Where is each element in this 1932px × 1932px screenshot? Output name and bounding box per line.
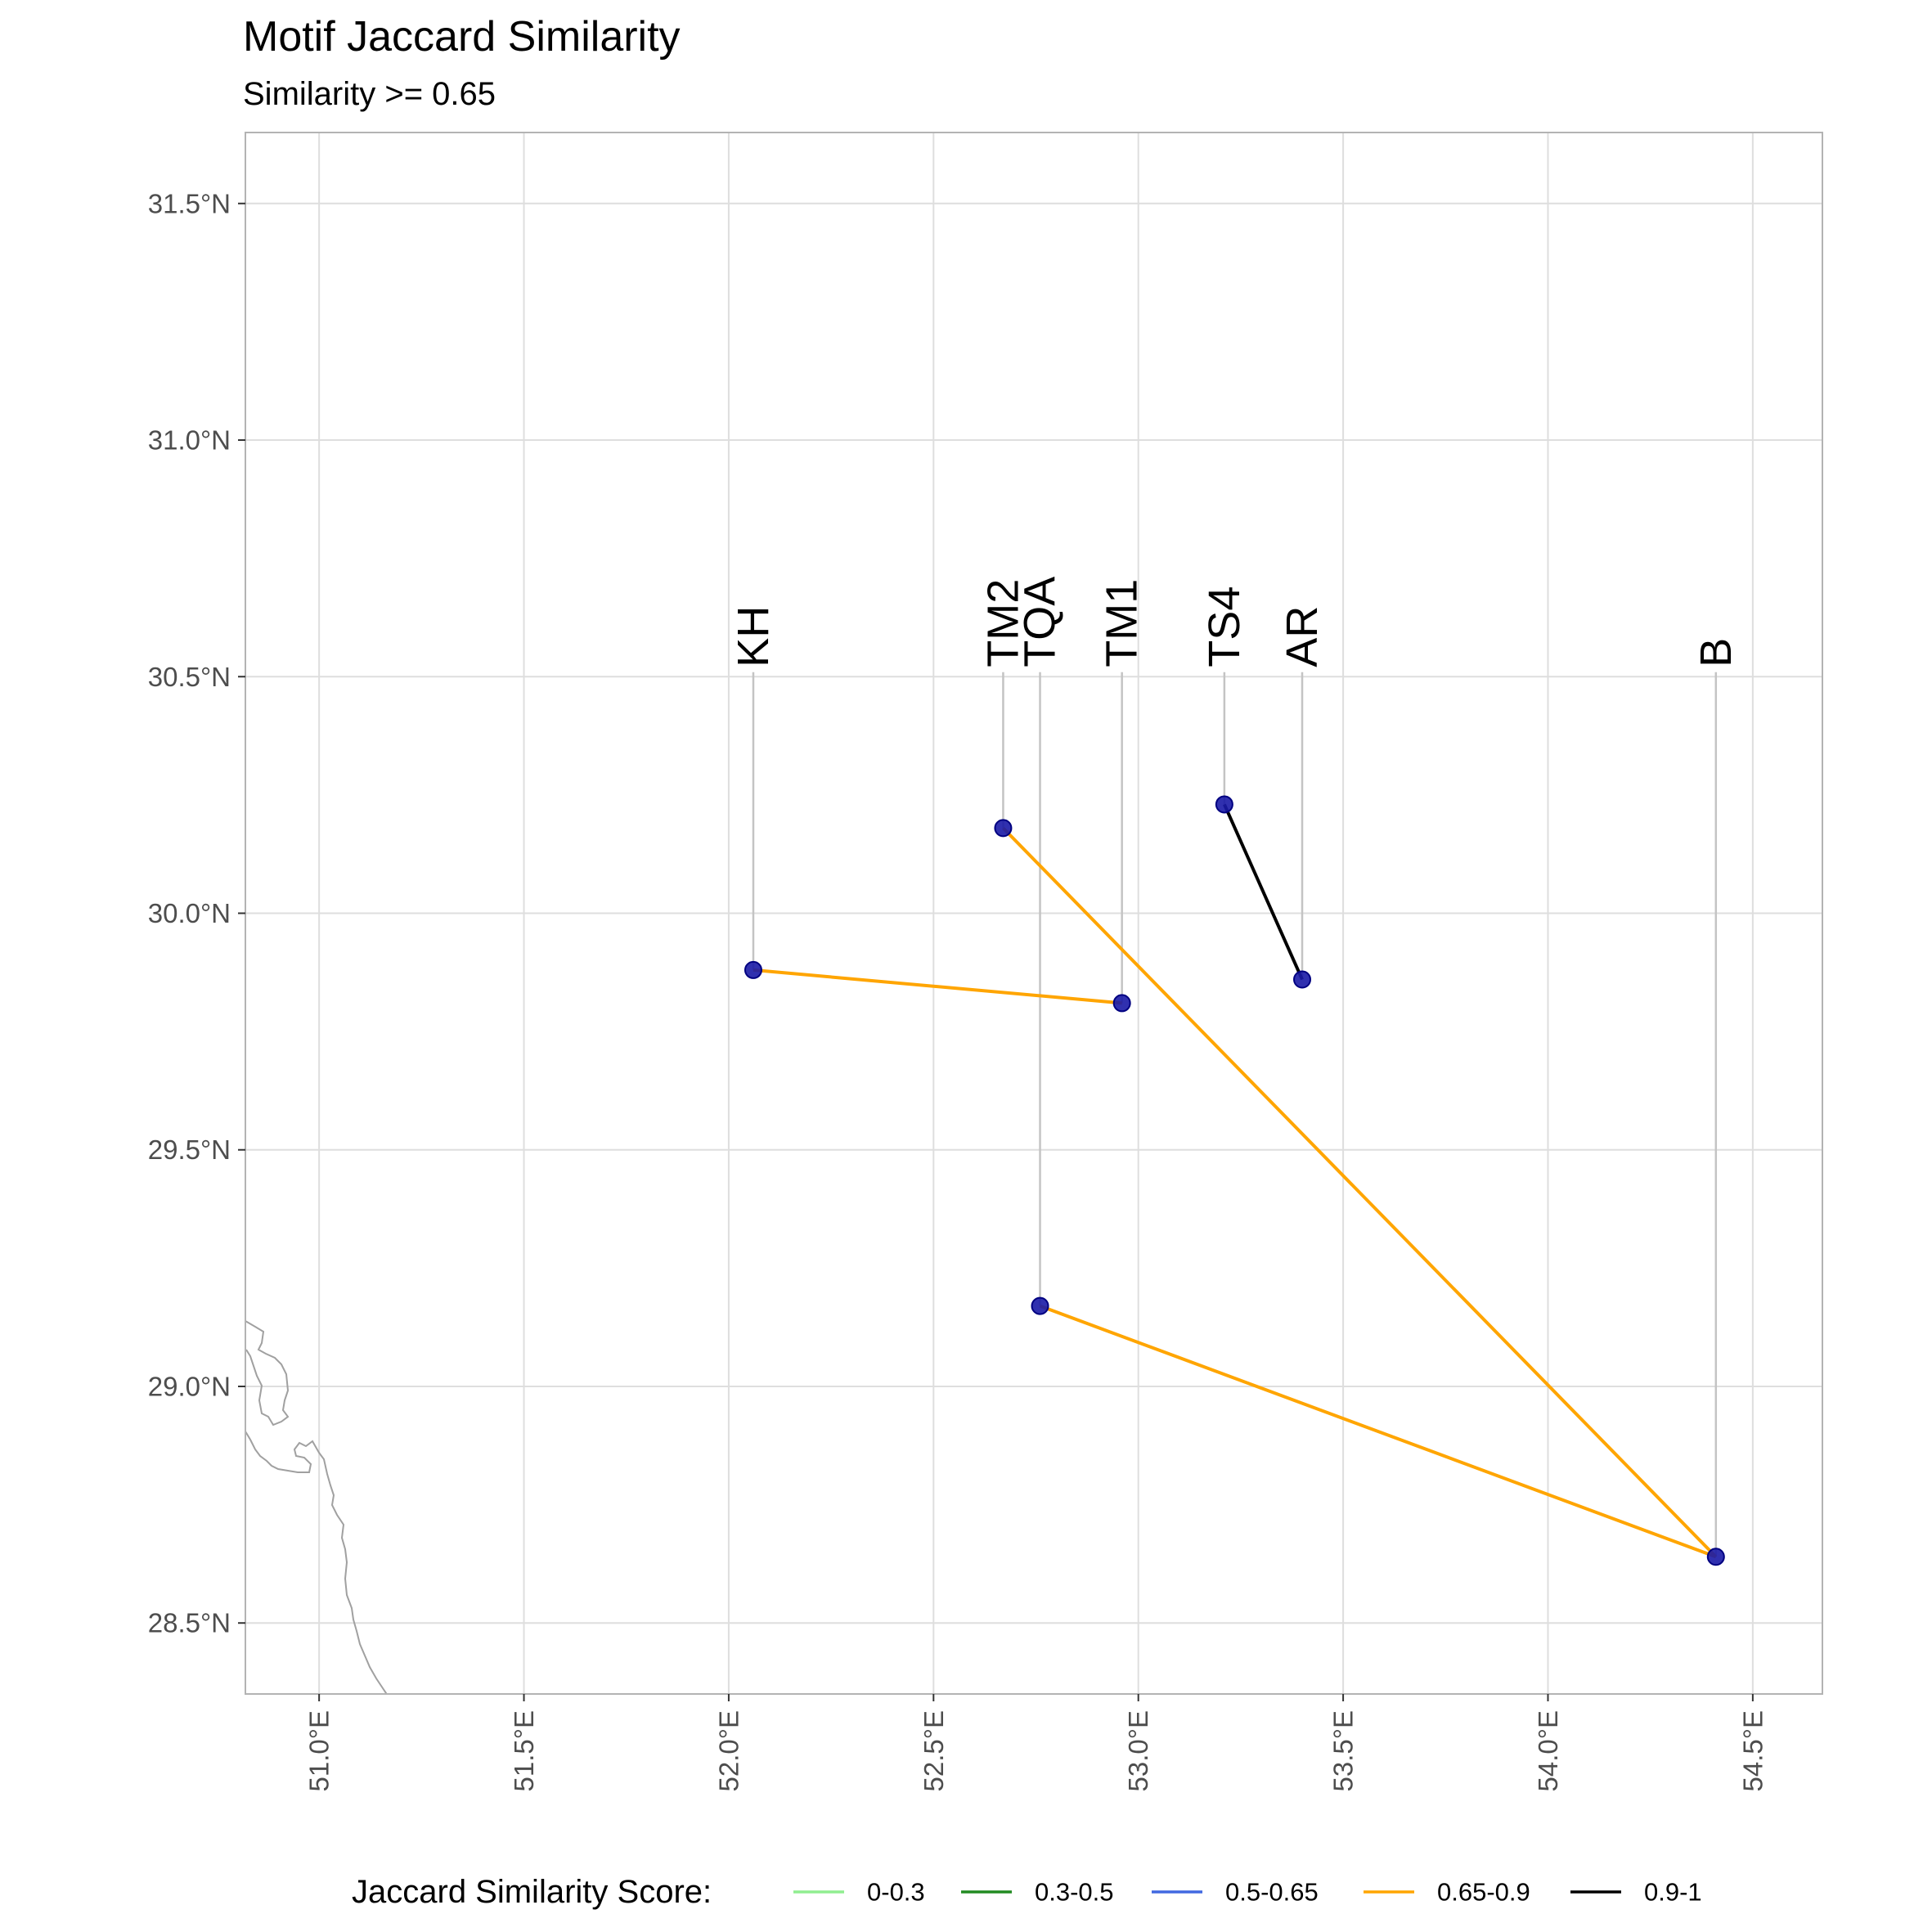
site-point-b <box>1706 1548 1725 1566</box>
chart-subtitle: Similarity >= 0.65 <box>243 76 496 112</box>
legend-title: Jaccard Similarity Score: <box>352 1874 712 1910</box>
legend-label: 0.65-0.9 <box>1437 1878 1530 1907</box>
site-label-b: B <box>1692 638 1741 667</box>
link-tm2-b <box>1002 826 1718 1558</box>
site-label-tqa: TQA <box>1016 577 1065 667</box>
tick-label-y: 30.5°N <box>148 662 231 692</box>
gridlines <box>245 133 1822 1694</box>
site-label-ts4: TS4 <box>1200 586 1249 667</box>
tick-label-y: 29.0°N <box>148 1371 231 1401</box>
site-label-kh: KH <box>729 606 778 667</box>
tick-label-y: 30.0°N <box>148 898 231 928</box>
tick-label-x: 51.5°E <box>509 1710 539 1791</box>
site-point-tm2 <box>994 819 1013 838</box>
site-points <box>744 795 1725 1566</box>
tick-label-y: 29.5°N <box>148 1134 231 1165</box>
legend-label: 0.5-0.65 <box>1225 1878 1319 1907</box>
chart-title: Motif Jaccard Similarity <box>243 13 681 61</box>
legend: Jaccard Similarity Score: 0-0.3 0.3-0.5 0.5… <box>352 1874 1702 1910</box>
legend-label: 0-0.3 <box>867 1878 925 1907</box>
site-point-tqa <box>1031 1296 1049 1315</box>
site-point-ts4 <box>1215 795 1233 814</box>
tick-label-x: 52.5°E <box>919 1710 949 1791</box>
site-label-ar: AR <box>1278 606 1327 667</box>
tick-label-y: 28.5°N <box>148 1608 231 1638</box>
link-kh-tm1 <box>753 968 1122 1005</box>
tick-label-x: 52.0°E <box>713 1710 744 1791</box>
site-point-kh <box>744 960 762 979</box>
site-point-tm1 <box>1112 994 1131 1013</box>
tick-label-x: 51.0°E <box>304 1710 335 1791</box>
tick-label-x: 53.0°E <box>1123 1710 1153 1791</box>
site-label-tm1: TM1 <box>1098 579 1147 667</box>
legend-label: 0.3-0.5 <box>1035 1878 1114 1907</box>
legend-label: 0.9-1 <box>1644 1878 1702 1907</box>
site-label-tm2: TM2 <box>978 579 1027 667</box>
axis-ticks: 51.0°E 51.5°E 52.0°E 52.5°E 53.0°E 53.5°E 54.0… <box>148 188 1768 1791</box>
link-tqa-b <box>1039 1304 1717 1559</box>
tick-label-y: 31.5°N <box>148 188 231 218</box>
tick-label-y: 31.0°N <box>148 425 231 456</box>
tick-label-x: 54.0°E <box>1533 1710 1563 1791</box>
site-point-ar <box>1293 970 1312 989</box>
tick-label-x: 54.5°E <box>1737 1710 1768 1791</box>
link-ts4-ar <box>1223 803 1304 981</box>
coastline <box>245 1320 388 1694</box>
similarity-links <box>753 803 1718 1559</box>
tick-label-x: 53.5°E <box>1328 1710 1359 1791</box>
label-stems <box>752 672 1718 1557</box>
